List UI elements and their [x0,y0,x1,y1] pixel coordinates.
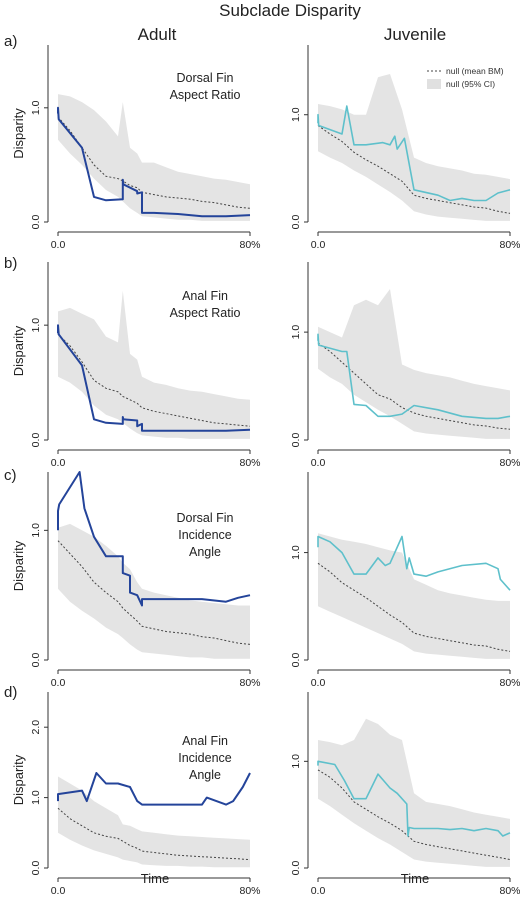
axes: 0.0 1.0 0.0 80% [30,45,261,251]
series-null-mean-line [57,540,251,645]
y-tick-label: 1.0 [290,754,302,769]
y-tick-label: 0.0 [290,433,302,448]
panel-a-juvenile: 0.0 1.0 0.0 80% [290,45,520,251]
axes: 0.0 1.0 0.0 80% [30,472,261,689]
x-tick-label: 80% [239,239,260,251]
panel-tag: d) [4,684,17,701]
x-tick-label: 80% [499,677,520,689]
x-tick-label: 80% [239,885,260,897]
series-observed-line [317,760,511,837]
ci-band [318,74,510,221]
panel-c-adult: 0.0 1.0 0.0 80% Disparity c) Dorsal Fin Inciden… [4,467,261,689]
panel-annotation: Incidence [178,528,232,542]
y-tick-label: 1.0 [30,523,42,538]
axes: 0.0 1.0 2.0 0.0 80% [30,692,261,897]
axes: 0.0 1.0 0.0 80% [290,472,520,689]
x-tick-label: 0.0 [311,239,326,251]
legend-ci-swatch [427,79,441,89]
y-tick-label: 0.0 [30,653,42,668]
y-tick-label: 0.0 [290,215,302,230]
series-observed-line [317,535,511,591]
axes: 0.0 1.0 0.0 80% [30,262,261,469]
legend: null (mean BM) null (95% CI) [427,66,504,89]
axes: 0.0 1.0 0.0 80% [290,692,520,897]
ci-band [58,776,250,868]
y-tick-label: 1.0 [30,790,42,805]
ci-band [58,523,250,659]
y-axis-label: Disparity [11,325,26,376]
x-tick-label: 80% [239,457,260,469]
legend-ci-label: null (95% CI) [446,79,495,89]
y-tick-label: 0.0 [30,433,42,448]
y-tick-label: 1.0 [30,100,42,115]
figure-title: Subclade Disparity [219,1,361,20]
ci-band [318,718,510,867]
x-tick-label: 80% [499,885,520,897]
x-axis-label-juvenile: Time [401,871,429,886]
series-observed-line [317,333,511,420]
x-tick-label: 0.0 [51,457,66,469]
x-tick-label: 0.0 [311,677,326,689]
ci-band [58,290,250,439]
y-tick-label: 1.0 [30,318,42,333]
y-tick-label: 1.0 [290,107,302,122]
column-header-juvenile: Juvenile [384,25,446,44]
panel-a-adult: 0.0 1.0 0.0 80% Disparity a) Dorsal Fin Aspect … [4,33,261,251]
panel-tag: c) [4,467,17,484]
column-header-adult: Adult [138,25,177,44]
series-observed-line [317,105,511,202]
x-axis-label-adult: Time [141,871,169,886]
panel-annotation: Incidence [178,751,232,765]
x-tick-label: 80% [499,239,520,251]
panel-annotation: Angle [189,768,221,782]
panel-d-adult: 0.0 1.0 2.0 0.0 80% Disparity d) Anal Fin Incide… [4,684,261,897]
series-observed-line [57,772,251,806]
panel-b-juvenile: 0.0 1.0 0.0 80% [290,262,520,469]
y-tick-label: 0.0 [290,653,302,668]
panel-b-adult: 0.0 1.0 0.0 80% Disparity b) Anal Fin Aspect Ra… [4,255,261,469]
y-tick-label: 0.0 [30,215,42,230]
y-axis-label: Disparity [11,540,26,591]
panel-annotation: Anal Fin [182,289,228,303]
panel-annotation: Aspect Ratio [170,306,241,320]
y-tick-label: 0.0 [290,861,302,876]
panel-d-juvenile: 0.0 1.0 0.0 80% [290,692,520,897]
panel-c-juvenile: 0.0 1.0 0.0 80% [290,472,520,689]
x-tick-label: 0.0 [51,239,66,251]
axes: 0.0 1.0 0.0 80% [290,262,520,469]
panel-annotation: Aspect Ratio [170,88,241,102]
x-tick-label: 0.0 [51,677,66,689]
series-null-mean-line [317,125,511,214]
series-null-mean-line [317,769,511,860]
x-tick-label: 80% [499,457,520,469]
y-axis-label: Disparity [11,754,26,805]
panel-annotation: Dorsal Fin [177,71,234,85]
y-tick-label: 0.0 [30,861,42,876]
y-tick-label: 2.0 [30,720,42,735]
ci-band [318,289,510,439]
panel-tag: a) [4,33,17,50]
ci-band [318,533,510,659]
panel-tag: b) [4,255,17,272]
panel-annotation: Anal Fin [182,734,228,748]
panel-annotation: Angle [189,545,221,559]
series-observed-line [57,324,251,432]
series-observed-line [57,471,251,607]
ci-band [58,94,250,221]
y-axis-label: Disparity [11,108,26,159]
x-tick-label: 0.0 [51,885,66,897]
y-tick-label: 1.0 [290,325,302,340]
series-null-mean-line [57,333,251,427]
axes: 0.0 1.0 0.0 80% [290,45,520,251]
x-tick-label: 0.0 [311,457,326,469]
x-tick-label: 80% [239,677,260,689]
series-observed-line [57,106,251,218]
panel-annotation: Dorsal Fin [177,511,234,525]
y-tick-label: 1.0 [290,545,302,560]
legend-mean-label: null (mean BM) [446,66,504,76]
x-tick-label: 0.0 [311,885,326,897]
panels: 0.0 1.0 0.0 80% Disparity a) Dorsal Fin Aspect … [4,33,520,897]
series-null-mean-line [317,562,511,652]
